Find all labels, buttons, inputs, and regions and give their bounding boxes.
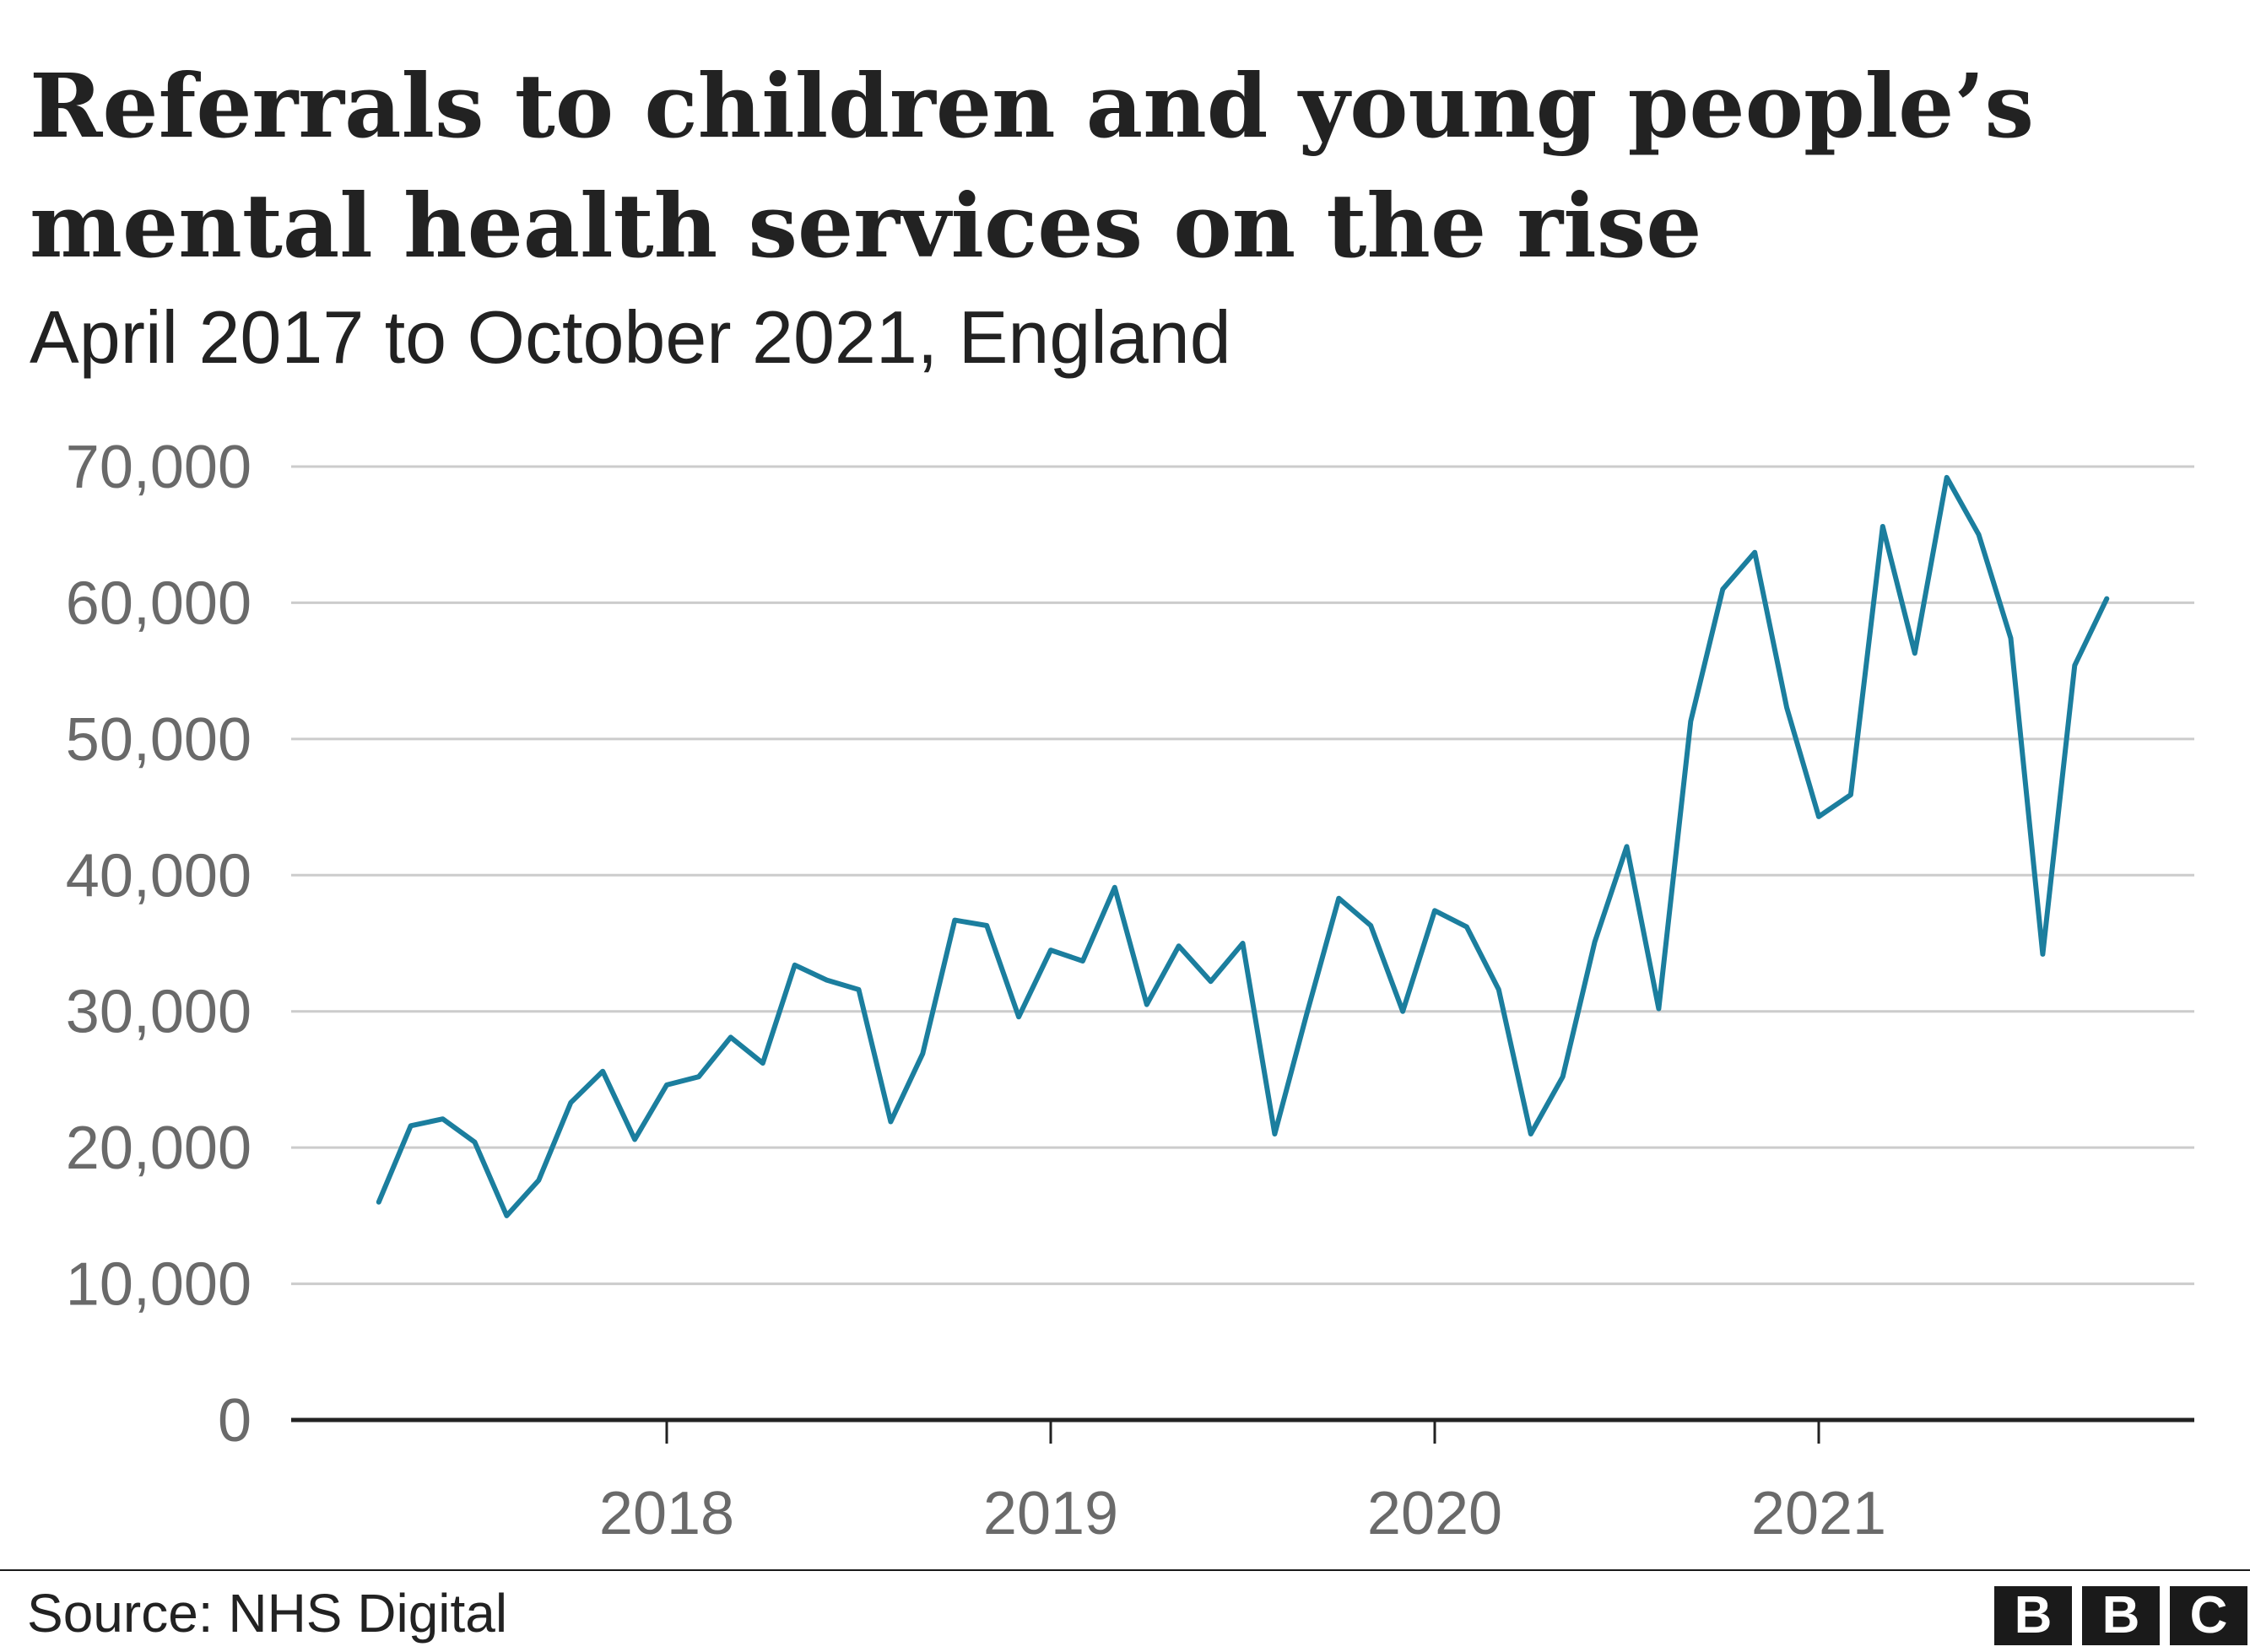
y-tick-label: 0 bbox=[218, 1387, 252, 1455]
y-axis-ticks: 0 10,000 20,000 30,000 40,000 50,000 60,000 70,… bbox=[66, 434, 252, 1455]
y-tick-label: 20,000 bbox=[66, 1115, 252, 1182]
y-tick-label: 10,000 bbox=[66, 1251, 252, 1319]
y-tick-label: 30,000 bbox=[66, 979, 252, 1046]
footer-rule bbox=[0, 1569, 2250, 1571]
chart-subtitle: April 2017 to October 2021, England bbox=[30, 295, 1231, 379]
bbc-logo: B B C bbox=[1994, 1586, 2247, 1645]
logo-letter: B bbox=[1994, 1586, 2072, 1645]
source-label: Source: NHS Digital bbox=[27, 1583, 508, 1644]
y-tick-label: 60,000 bbox=[66, 570, 252, 637]
x-tick-label: 2020 bbox=[1367, 1480, 1502, 1547]
y-tick-label: 70,000 bbox=[66, 434, 252, 501]
y-tick-label: 40,000 bbox=[66, 842, 252, 910]
gridlines bbox=[291, 465, 2194, 1423]
x-tick-label: 2019 bbox=[983, 1480, 1118, 1547]
logo-letter: B bbox=[2082, 1586, 2160, 1645]
y-tick-label: 50,000 bbox=[66, 706, 252, 774]
x-tick-label: 2021 bbox=[1751, 1480, 1886, 1547]
series-layer bbox=[376, 474, 2110, 1218]
series-line-referrals bbox=[376, 474, 2110, 1218]
x-axis-ticks: 2018 2019 2020 2021 bbox=[599, 1420, 1886, 1547]
logo-letter: C bbox=[2170, 1586, 2247, 1645]
chart-title: Referrals to children and young people’s… bbox=[30, 54, 2035, 278]
x-tick-label: 2018 bbox=[599, 1480, 734, 1547]
line-chart: 0 10,000 20,000 30,000 40,000 50,000 60,000 70,… bbox=[66, 434, 2194, 1547]
